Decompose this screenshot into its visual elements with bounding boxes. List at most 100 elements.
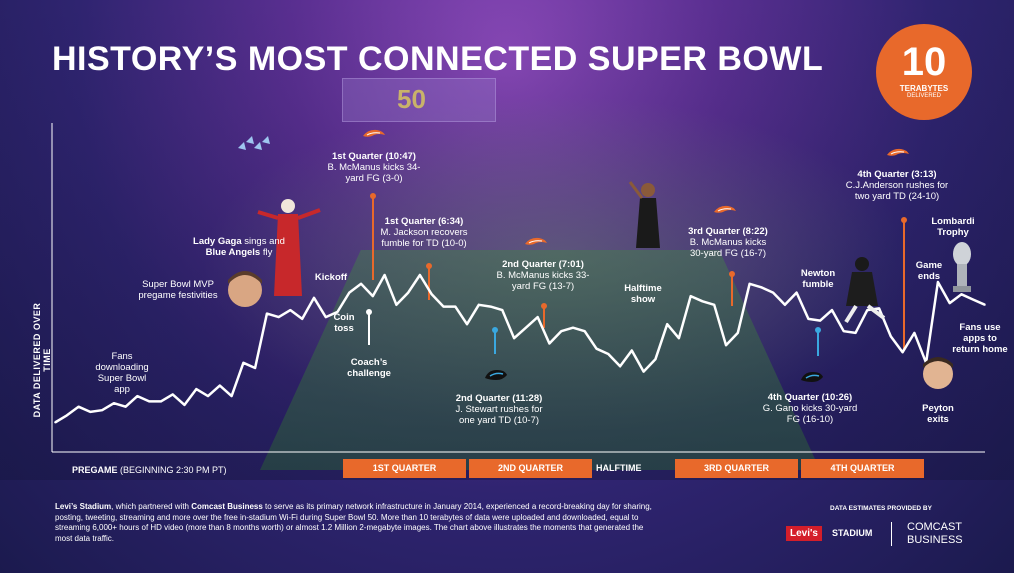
annotation-q2-td: 2nd Quarter (11:28) J. Stewart rushes for…	[450, 393, 548, 426]
data-point	[654, 358, 657, 361]
data-point	[842, 330, 845, 332]
data-point	[713, 304, 716, 306]
data-point	[619, 365, 621, 368]
q4-fg-text: G. Gano kicks 30-yard FG (16-10)	[762, 403, 858, 425]
segment-4th-quarter: 4TH QUARTER	[801, 459, 924, 478]
comcast-business-logo: COMCAST BUSINESS	[907, 521, 963, 547]
data-point	[101, 409, 103, 411]
annotation-lombardi-trophy: Lombardi Trophy	[931, 216, 975, 238]
broncos-logo-icon	[887, 148, 909, 156]
data-point	[407, 291, 409, 294]
pregame-time: (BEGINNING 2:30 PM PT)	[117, 465, 227, 475]
newton-figure	[844, 257, 886, 324]
data-point	[901, 351, 904, 354]
annotation-coach-challenge: Coach’s challenge	[347, 357, 391, 379]
blue-angels-jets-icon	[238, 136, 270, 150]
segment-2nd-quarter: 2ND QUARTER	[469, 459, 592, 478]
super-bowl-50-logo: 50	[397, 84, 426, 114]
footer-text-2: to serve as its primary network infrastr…	[55, 502, 652, 543]
data-point	[831, 309, 833, 311]
data-point	[160, 400, 162, 403]
data-point	[631, 349, 633, 352]
data-point	[890, 335, 892, 338]
gaga-bold: Lady Gaga	[193, 236, 242, 247]
data-point	[560, 330, 563, 332]
q2-fg-heading: 2nd Quarter (7:01)	[502, 259, 584, 270]
annotation-q1-td: 1st Quarter (6:34) M. Jackson recovers fu…	[380, 216, 468, 249]
data-point	[348, 291, 351, 294]
event-marker-dot	[901, 217, 907, 223]
q2-fg-text: B. McManus kicks 33-yard FG (13-7)	[496, 270, 590, 292]
page-title: HISTORY’S MOST CONNECTED SUPER BOWL	[52, 40, 824, 78]
beyonce-figure	[628, 181, 660, 248]
data-point	[878, 307, 880, 310]
annotation-peyton-exits: Peyton exits	[922, 403, 954, 425]
annotation-q4-fg: 4th Quarter (10:26) G. Gano kicks 30-yard…	[762, 392, 858, 425]
data-point	[937, 281, 939, 283]
event-marker-dot	[370, 193, 376, 199]
data-point	[466, 323, 468, 325]
footer-text-1: , which partnered with	[111, 502, 192, 511]
comcast-line-2: BUSINESS	[907, 534, 963, 546]
annotation-newton-fumble: Newton fumble	[800, 268, 836, 290]
data-point	[701, 300, 704, 303]
data-point	[442, 305, 445, 308]
q4-td-text: C.J.Anderson rushes for two yard TD (24-…	[845, 180, 949, 202]
football-field	[260, 250, 820, 470]
data-point	[242, 361, 245, 364]
panthers-logo-icon	[801, 372, 823, 382]
annotation-fans-downloading: Fans downloading Super Bowl app	[95, 351, 149, 395]
data-point	[666, 323, 668, 325]
panthers-logo-icon	[485, 370, 507, 380]
q1-td-heading: 1st Quarter (6:34)	[384, 216, 464, 227]
data-point	[772, 291, 774, 294]
segment-3rd-quarter: 3RD QUARTER	[675, 459, 798, 478]
data-point	[536, 316, 539, 318]
stadium-label: STADIUM	[832, 528, 873, 538]
data-point	[948, 302, 951, 304]
q3-fg-text: B. McManus kicks 30-yard FG (16-7)	[689, 237, 767, 259]
annotation-q1-fg: 1st Quarter (10:47) B. McManus kicks 34-y…	[326, 151, 422, 184]
data-point	[254, 367, 256, 369]
data-point	[277, 316, 280, 318]
data-point	[784, 304, 786, 306]
data-estimates-label: DATA ESTIMATES PROVIDED BY	[830, 505, 932, 512]
terabytes-badge: 10 TERABYTES DELIVERED	[876, 24, 972, 120]
data-point	[77, 405, 80, 408]
sponsor-divider	[891, 522, 892, 546]
annotation-coin-toss: Coin toss	[333, 312, 355, 334]
data-point	[678, 337, 680, 340]
scoreboard	[342, 78, 496, 122]
annotation-q3-fg: 3rd Quarter (8:22) B. McManus kicks 30-ya…	[682, 226, 774, 259]
data-point	[372, 295, 374, 297]
peyton-portrait	[923, 357, 953, 389]
lombardi-trophy-icon	[953, 242, 971, 292]
event-marker-dot	[426, 263, 432, 269]
q4-td-heading: 4th Quarter (3:13)	[857, 169, 937, 180]
series-line	[54, 273, 986, 424]
data-point	[501, 309, 504, 311]
footer-levis-stadium: Levi’s Stadium	[55, 502, 112, 511]
data-point	[395, 304, 398, 306]
data-point	[819, 319, 821, 322]
data-point	[525, 326, 527, 329]
footer-description: Levi’s Stadium, which partnered with Com…	[55, 502, 655, 544]
q4-fg-heading: 4th Quarter (10:26)	[767, 392, 853, 403]
data-point	[725, 344, 727, 347]
data-point	[760, 286, 763, 289]
data-point	[454, 305, 457, 308]
data-point	[748, 282, 751, 285]
event-marker-dot	[729, 271, 735, 277]
data-point	[866, 309, 869, 311]
data-point	[489, 305, 492, 308]
badge-unit: TERABYTES	[899, 84, 949, 93]
data-point	[89, 411, 92, 413]
footer-comcast-business: Comcast Business	[191, 502, 263, 511]
data-point	[183, 404, 186, 406]
comcast-line-1: COMCAST	[907, 521, 962, 533]
data-point	[65, 414, 68, 417]
data-point	[360, 282, 362, 285]
data-point	[324, 316, 327, 318]
data-point	[430, 293, 433, 296]
annotation-lady-gaga: Lady Gaga sings and Blue Angels fly	[184, 236, 294, 258]
